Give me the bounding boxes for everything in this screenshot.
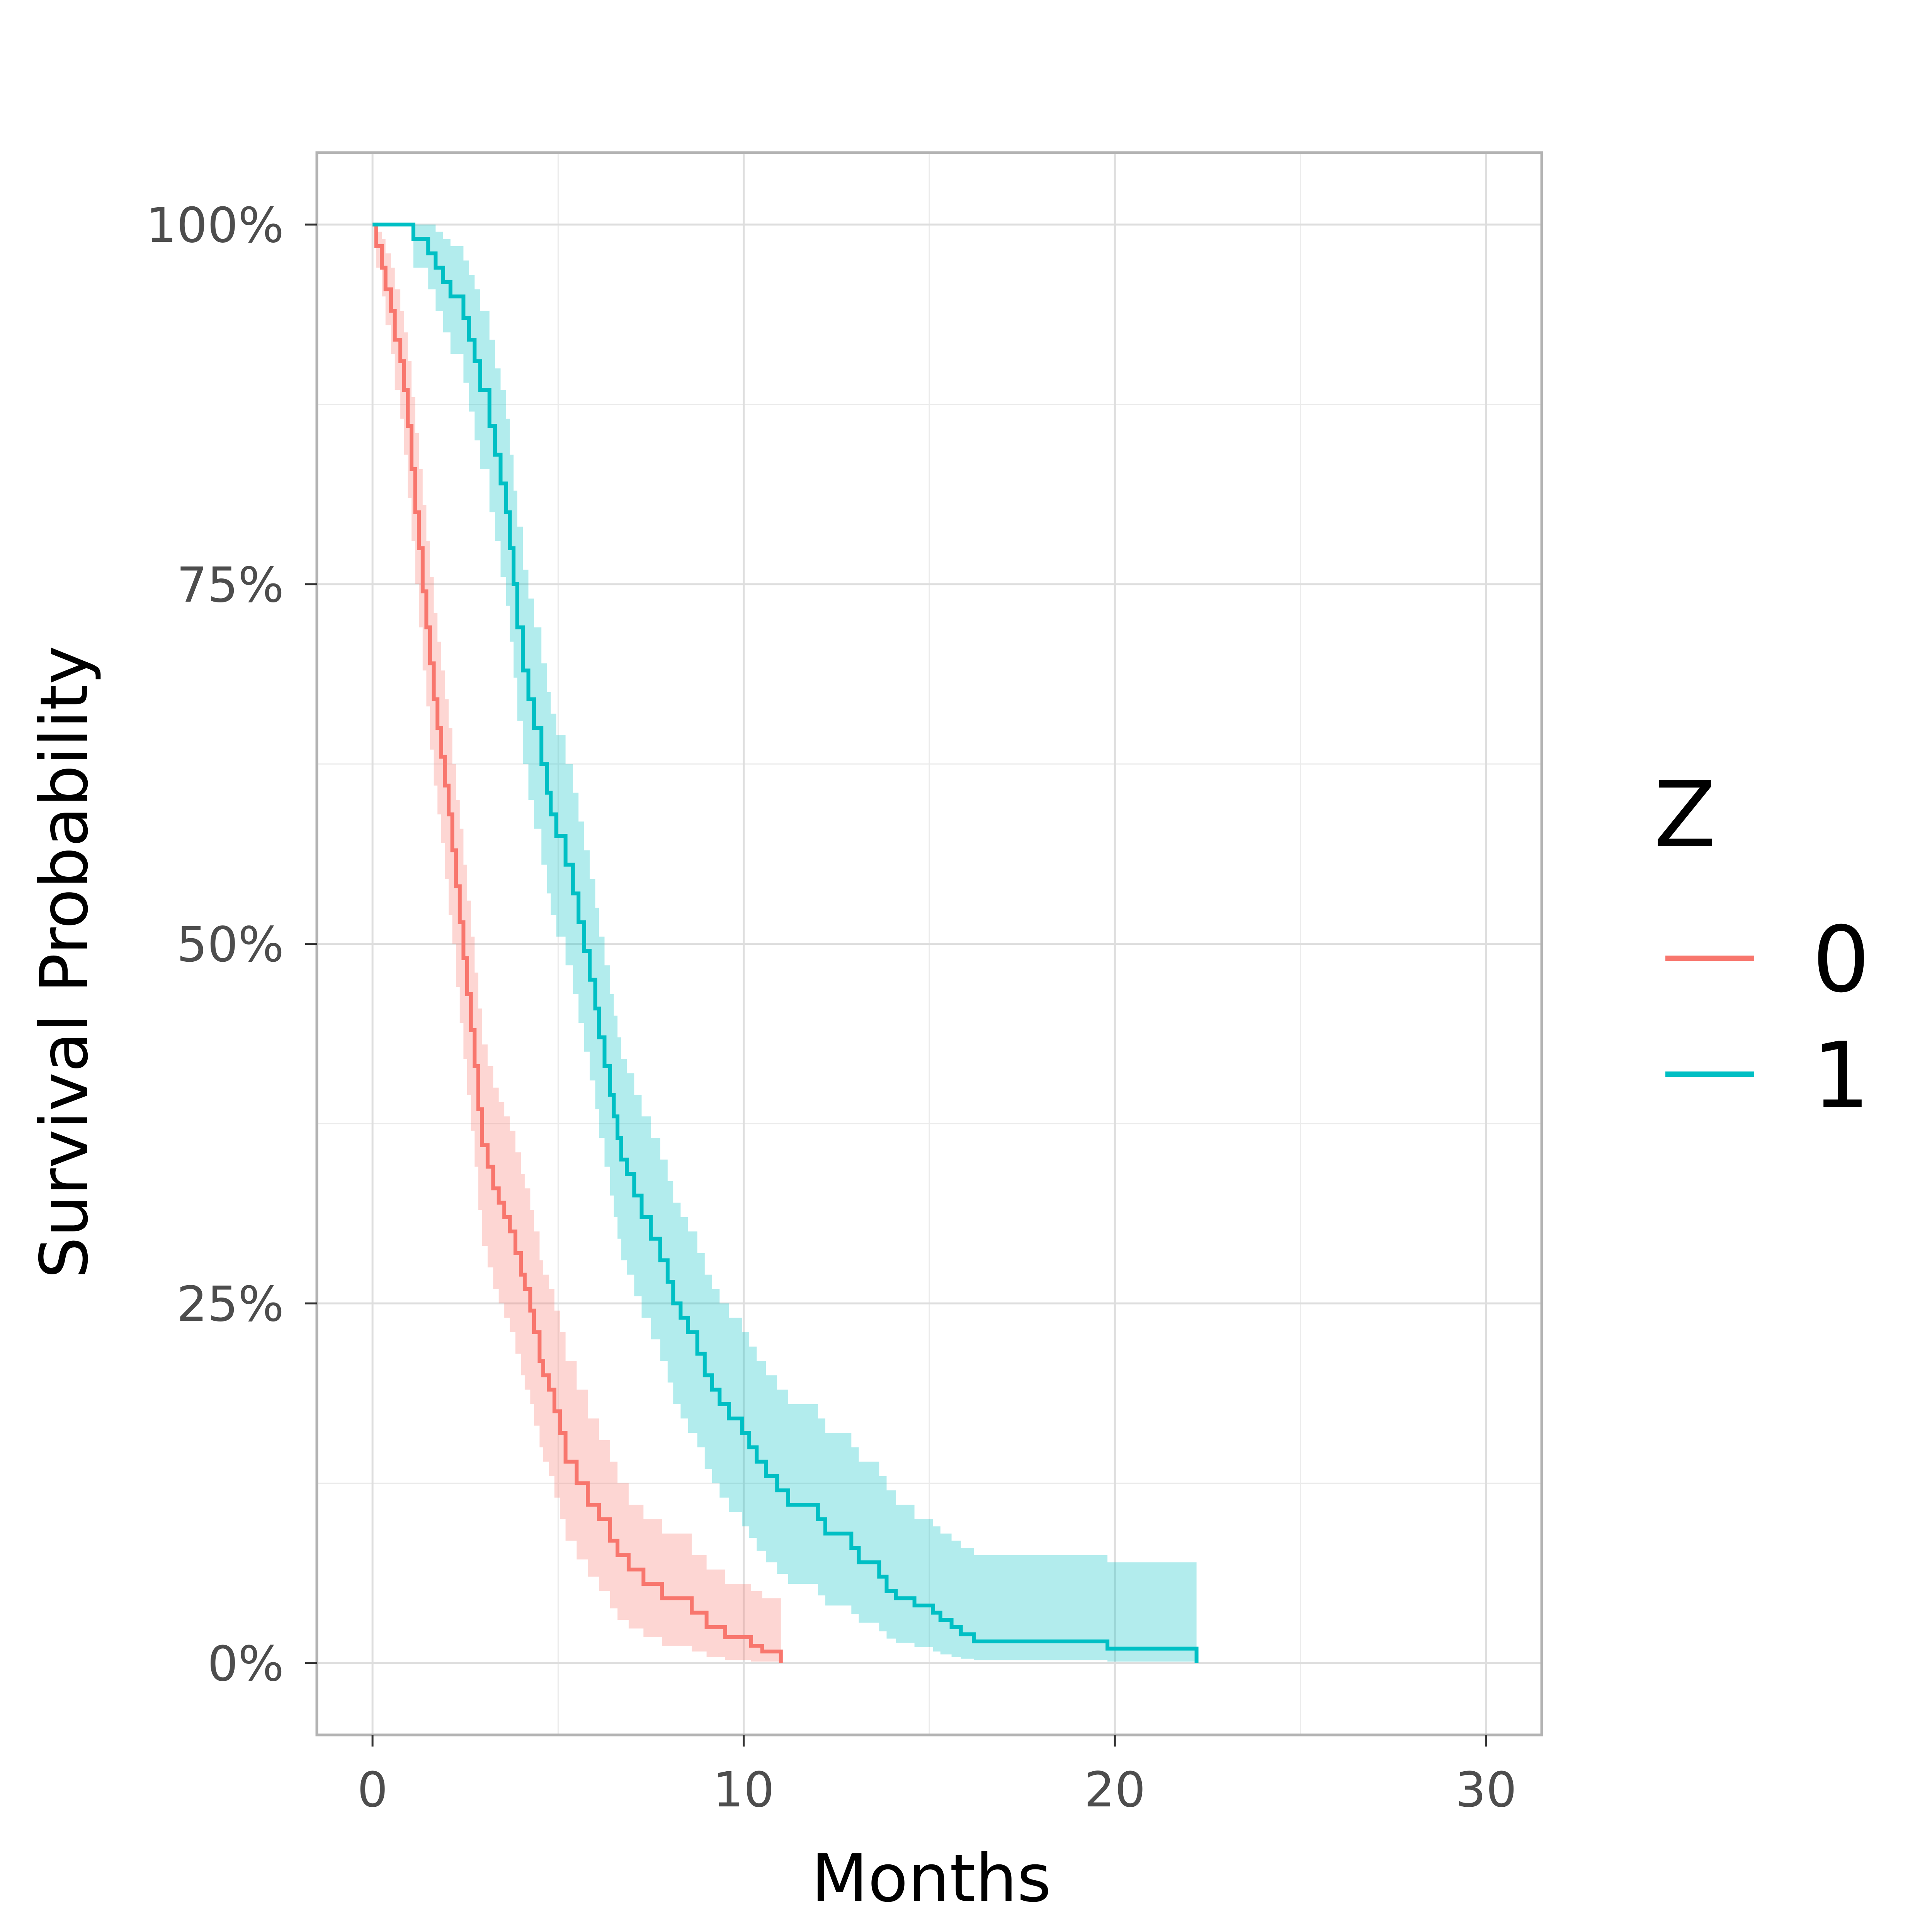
y-axis-title: Survival Probability [26, 646, 103, 1279]
survival-line-1 [372, 223, 1199, 1663]
y-tick-label-0: 0% [207, 1636, 284, 1692]
legend-title: Z [1654, 762, 1716, 868]
x-tick-label-1: 10 [713, 1762, 774, 1818]
y-tick-label-1: 25% [177, 1276, 284, 1332]
x-axis-title: Months [811, 1840, 1051, 1917]
x-tick-label-2: 20 [1084, 1762, 1146, 1818]
legend-label-1: 1 [1812, 1023, 1870, 1129]
x-axis-ticks: 0 10 20 30 [357, 1735, 1517, 1818]
ci-band-0 [372, 224, 781, 1663]
y-tick-label-3: 75% [177, 557, 284, 613]
x-tick-label-3: 30 [1455, 1762, 1517, 1818]
survival-curves [372, 223, 1199, 1663]
grid [317, 153, 1542, 1735]
y-axis-ticks: 0% 25% 50% 75% 100% [146, 197, 317, 1692]
confidence-bands [372, 224, 1197, 1663]
x-tick-label-0: 0 [357, 1762, 388, 1818]
legend: Z 0 1 [1654, 762, 1870, 1129]
y-tick-label-4: 100% [146, 197, 284, 253]
legend-label-0: 0 [1812, 907, 1870, 1013]
y-tick-label-2: 50% [177, 917, 284, 973]
survival-line-0 [372, 223, 783, 1663]
